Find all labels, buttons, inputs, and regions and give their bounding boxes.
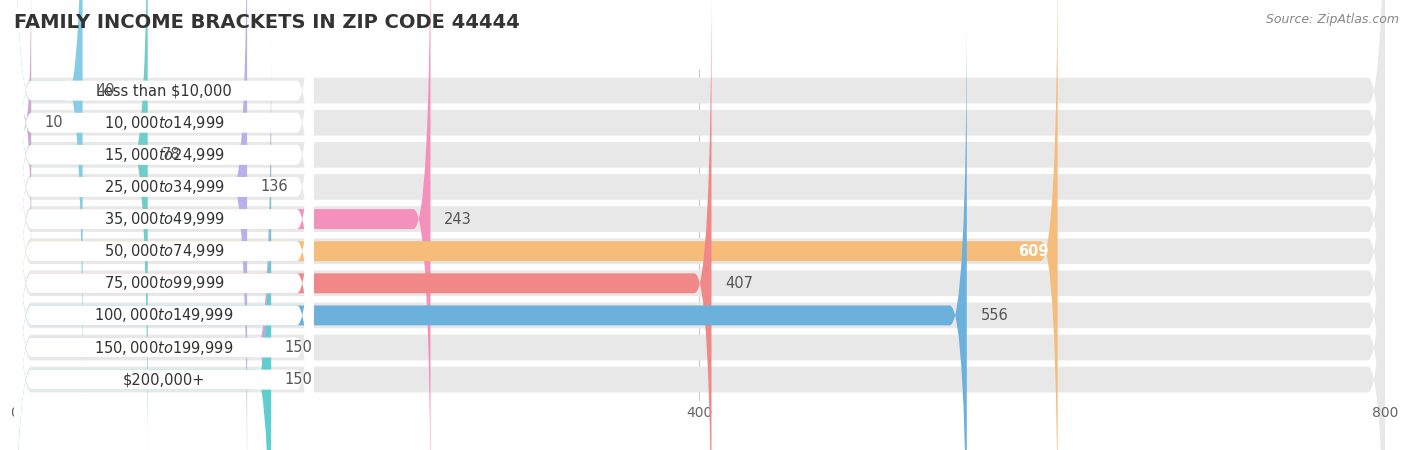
FancyBboxPatch shape — [14, 0, 314, 450]
FancyBboxPatch shape — [14, 0, 314, 450]
FancyBboxPatch shape — [14, 0, 430, 450]
Text: 609: 609 — [1018, 244, 1049, 259]
Text: $75,000 to $99,999: $75,000 to $99,999 — [104, 274, 225, 292]
FancyBboxPatch shape — [14, 0, 1385, 450]
FancyBboxPatch shape — [14, 0, 1385, 450]
FancyBboxPatch shape — [14, 0, 247, 450]
FancyBboxPatch shape — [14, 36, 271, 450]
FancyBboxPatch shape — [14, 0, 83, 402]
Text: $50,000 to $74,999: $50,000 to $74,999 — [104, 242, 225, 260]
Text: 10: 10 — [45, 115, 63, 130]
FancyBboxPatch shape — [14, 0, 31, 273]
FancyBboxPatch shape — [14, 0, 148, 450]
Text: $150,000 to $199,999: $150,000 to $199,999 — [94, 338, 233, 356]
Text: FAMILY INCOME BRACKETS IN ZIP CODE 44444: FAMILY INCOME BRACKETS IN ZIP CODE 44444 — [14, 14, 520, 32]
Text: $10,000 to $14,999: $10,000 to $14,999 — [104, 114, 225, 132]
FancyBboxPatch shape — [14, 68, 314, 450]
Text: $25,000 to $34,999: $25,000 to $34,999 — [104, 178, 225, 196]
Text: 40: 40 — [96, 83, 115, 98]
FancyBboxPatch shape — [14, 0, 314, 450]
Text: 136: 136 — [262, 180, 288, 194]
FancyBboxPatch shape — [14, 4, 314, 450]
Text: 407: 407 — [725, 276, 754, 291]
Text: $35,000 to $49,999: $35,000 to $49,999 — [104, 210, 225, 228]
Text: $100,000 to $149,999: $100,000 to $149,999 — [94, 306, 233, 324]
FancyBboxPatch shape — [14, 39, 1385, 450]
Text: Less than $10,000: Less than $10,000 — [96, 83, 232, 98]
Text: $15,000 to $24,999: $15,000 to $24,999 — [104, 146, 225, 164]
FancyBboxPatch shape — [14, 0, 1385, 399]
FancyBboxPatch shape — [14, 0, 1385, 450]
Text: 78: 78 — [162, 147, 180, 162]
FancyBboxPatch shape — [14, 7, 1385, 450]
FancyBboxPatch shape — [14, 36, 314, 450]
Text: 150: 150 — [285, 340, 312, 355]
FancyBboxPatch shape — [14, 0, 314, 450]
FancyBboxPatch shape — [14, 0, 1385, 431]
Text: 556: 556 — [980, 308, 1008, 323]
Text: 150: 150 — [285, 372, 312, 387]
Text: 243: 243 — [444, 212, 472, 226]
FancyBboxPatch shape — [14, 0, 314, 450]
FancyBboxPatch shape — [14, 0, 711, 450]
FancyBboxPatch shape — [14, 4, 967, 450]
FancyBboxPatch shape — [14, 0, 1057, 450]
FancyBboxPatch shape — [14, 0, 1385, 450]
FancyBboxPatch shape — [14, 0, 314, 434]
FancyBboxPatch shape — [14, 0, 1385, 450]
FancyBboxPatch shape — [14, 68, 271, 450]
Text: $200,000+: $200,000+ — [122, 372, 205, 387]
Text: Source: ZipAtlas.com: Source: ZipAtlas.com — [1265, 14, 1399, 27]
FancyBboxPatch shape — [14, 72, 1385, 450]
FancyBboxPatch shape — [14, 0, 314, 402]
